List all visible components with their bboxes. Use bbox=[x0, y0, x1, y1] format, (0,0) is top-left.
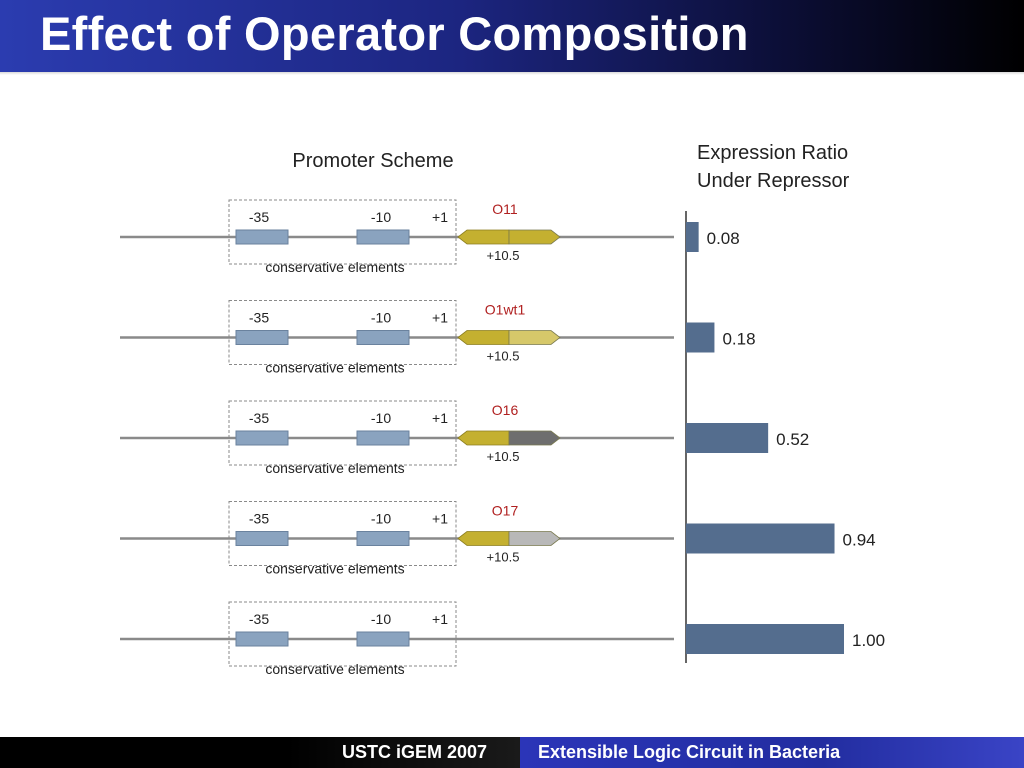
minus10-element bbox=[356, 631, 410, 647]
footer-left: USTC iGEM 2007 bbox=[0, 737, 520, 768]
minus10-label: -10 bbox=[371, 511, 391, 527]
minus35-label: -35 bbox=[249, 511, 269, 527]
box-caption: conservative elements bbox=[265, 259, 404, 275]
operator-right-half bbox=[508, 531, 561, 546]
operator-name: O17 bbox=[492, 503, 519, 519]
plus1-label: +1 bbox=[432, 511, 448, 527]
operator-name: O11 bbox=[492, 201, 518, 217]
operator-position: +10.5 bbox=[487, 550, 520, 565]
box-caption: conservative elements bbox=[265, 561, 404, 577]
ratio-label: 1.00 bbox=[852, 631, 885, 650]
minus35-element bbox=[235, 531, 289, 546]
operator-diagram: Promoter Scheme Expression Ratio Under R… bbox=[120, 142, 885, 677]
plus1-label: +1 bbox=[432, 611, 448, 627]
minus10-element bbox=[356, 430, 410, 446]
minus10-label: -10 bbox=[371, 611, 391, 627]
operator-left-half bbox=[457, 430, 510, 446]
box-caption: conservative elements bbox=[265, 360, 404, 376]
operator-position: +10.5 bbox=[487, 248, 520, 263]
operator-right-half bbox=[508, 430, 561, 446]
conservative-elements-box bbox=[228, 199, 457, 265]
box-caption: conservative elements bbox=[265, 661, 404, 677]
conservative-elements-box bbox=[228, 300, 457, 365]
operator-left-half bbox=[457, 229, 510, 245]
box-caption: conservative elements bbox=[265, 460, 404, 476]
operator-name: O16 bbox=[492, 402, 519, 418]
conservative-elements-box bbox=[228, 501, 457, 566]
minus10-element bbox=[356, 229, 410, 245]
title-divider bbox=[0, 72, 1024, 75]
ratio-bar bbox=[686, 322, 715, 353]
minus10-label: -10 bbox=[371, 310, 391, 326]
plus1-label: +1 bbox=[432, 310, 448, 326]
operator-right-half bbox=[508, 330, 561, 345]
minus35-label: -35 bbox=[249, 209, 269, 225]
minus35-element bbox=[235, 229, 289, 245]
ratio-label: 0.08 bbox=[707, 229, 740, 248]
operator-right-half bbox=[508, 229, 561, 245]
minus10-element bbox=[356, 531, 410, 546]
operator-position: +10.5 bbox=[487, 449, 520, 464]
ratio-bar bbox=[686, 423, 769, 453]
operator-name: O1wt1 bbox=[485, 302, 526, 318]
operator-position: +10.5 bbox=[487, 349, 520, 364]
ratio-title-line1: Expression Ratio bbox=[697, 142, 848, 164]
plus1-label: +1 bbox=[432, 410, 448, 426]
promoter-scheme-title: Promoter Scheme bbox=[292, 150, 453, 172]
ratio-label: 0.94 bbox=[843, 531, 876, 550]
minus35-element bbox=[235, 631, 289, 647]
conservative-elements-box bbox=[228, 400, 457, 466]
ratio-label: 0.18 bbox=[722, 330, 755, 349]
ratio-bar bbox=[686, 222, 699, 252]
ratio-bar bbox=[686, 624, 844, 654]
operator-left-half bbox=[457, 531, 510, 546]
ratio-bar bbox=[686, 523, 835, 554]
minus10-label: -10 bbox=[371, 209, 391, 225]
footer-right: Extensible Logic Circuit in Bacteria bbox=[520, 737, 1024, 768]
minus10-element bbox=[356, 330, 410, 345]
footer-project-title: Extensible Logic Circuit in Bacteria bbox=[538, 742, 841, 762]
ratio-title-line2: Under Repressor bbox=[697, 170, 850, 192]
footer-team: USTC iGEM 2007 bbox=[341, 742, 487, 762]
operator-left-half bbox=[457, 330, 510, 345]
minus35-label: -35 bbox=[249, 410, 269, 426]
minus35-element bbox=[235, 430, 289, 446]
slide-title: Effect of Operator Composition bbox=[40, 7, 749, 60]
minus10-label: -10 bbox=[371, 410, 391, 426]
minus35-label: -35 bbox=[249, 310, 269, 326]
ratio-label: 0.52 bbox=[776, 430, 809, 449]
title-bar: Effect of Operator Composition bbox=[0, 0, 1024, 72]
plus1-label: +1 bbox=[432, 209, 448, 225]
minus35-label: -35 bbox=[249, 611, 269, 627]
minus35-element bbox=[235, 330, 289, 345]
conservative-elements-box bbox=[228, 601, 457, 667]
